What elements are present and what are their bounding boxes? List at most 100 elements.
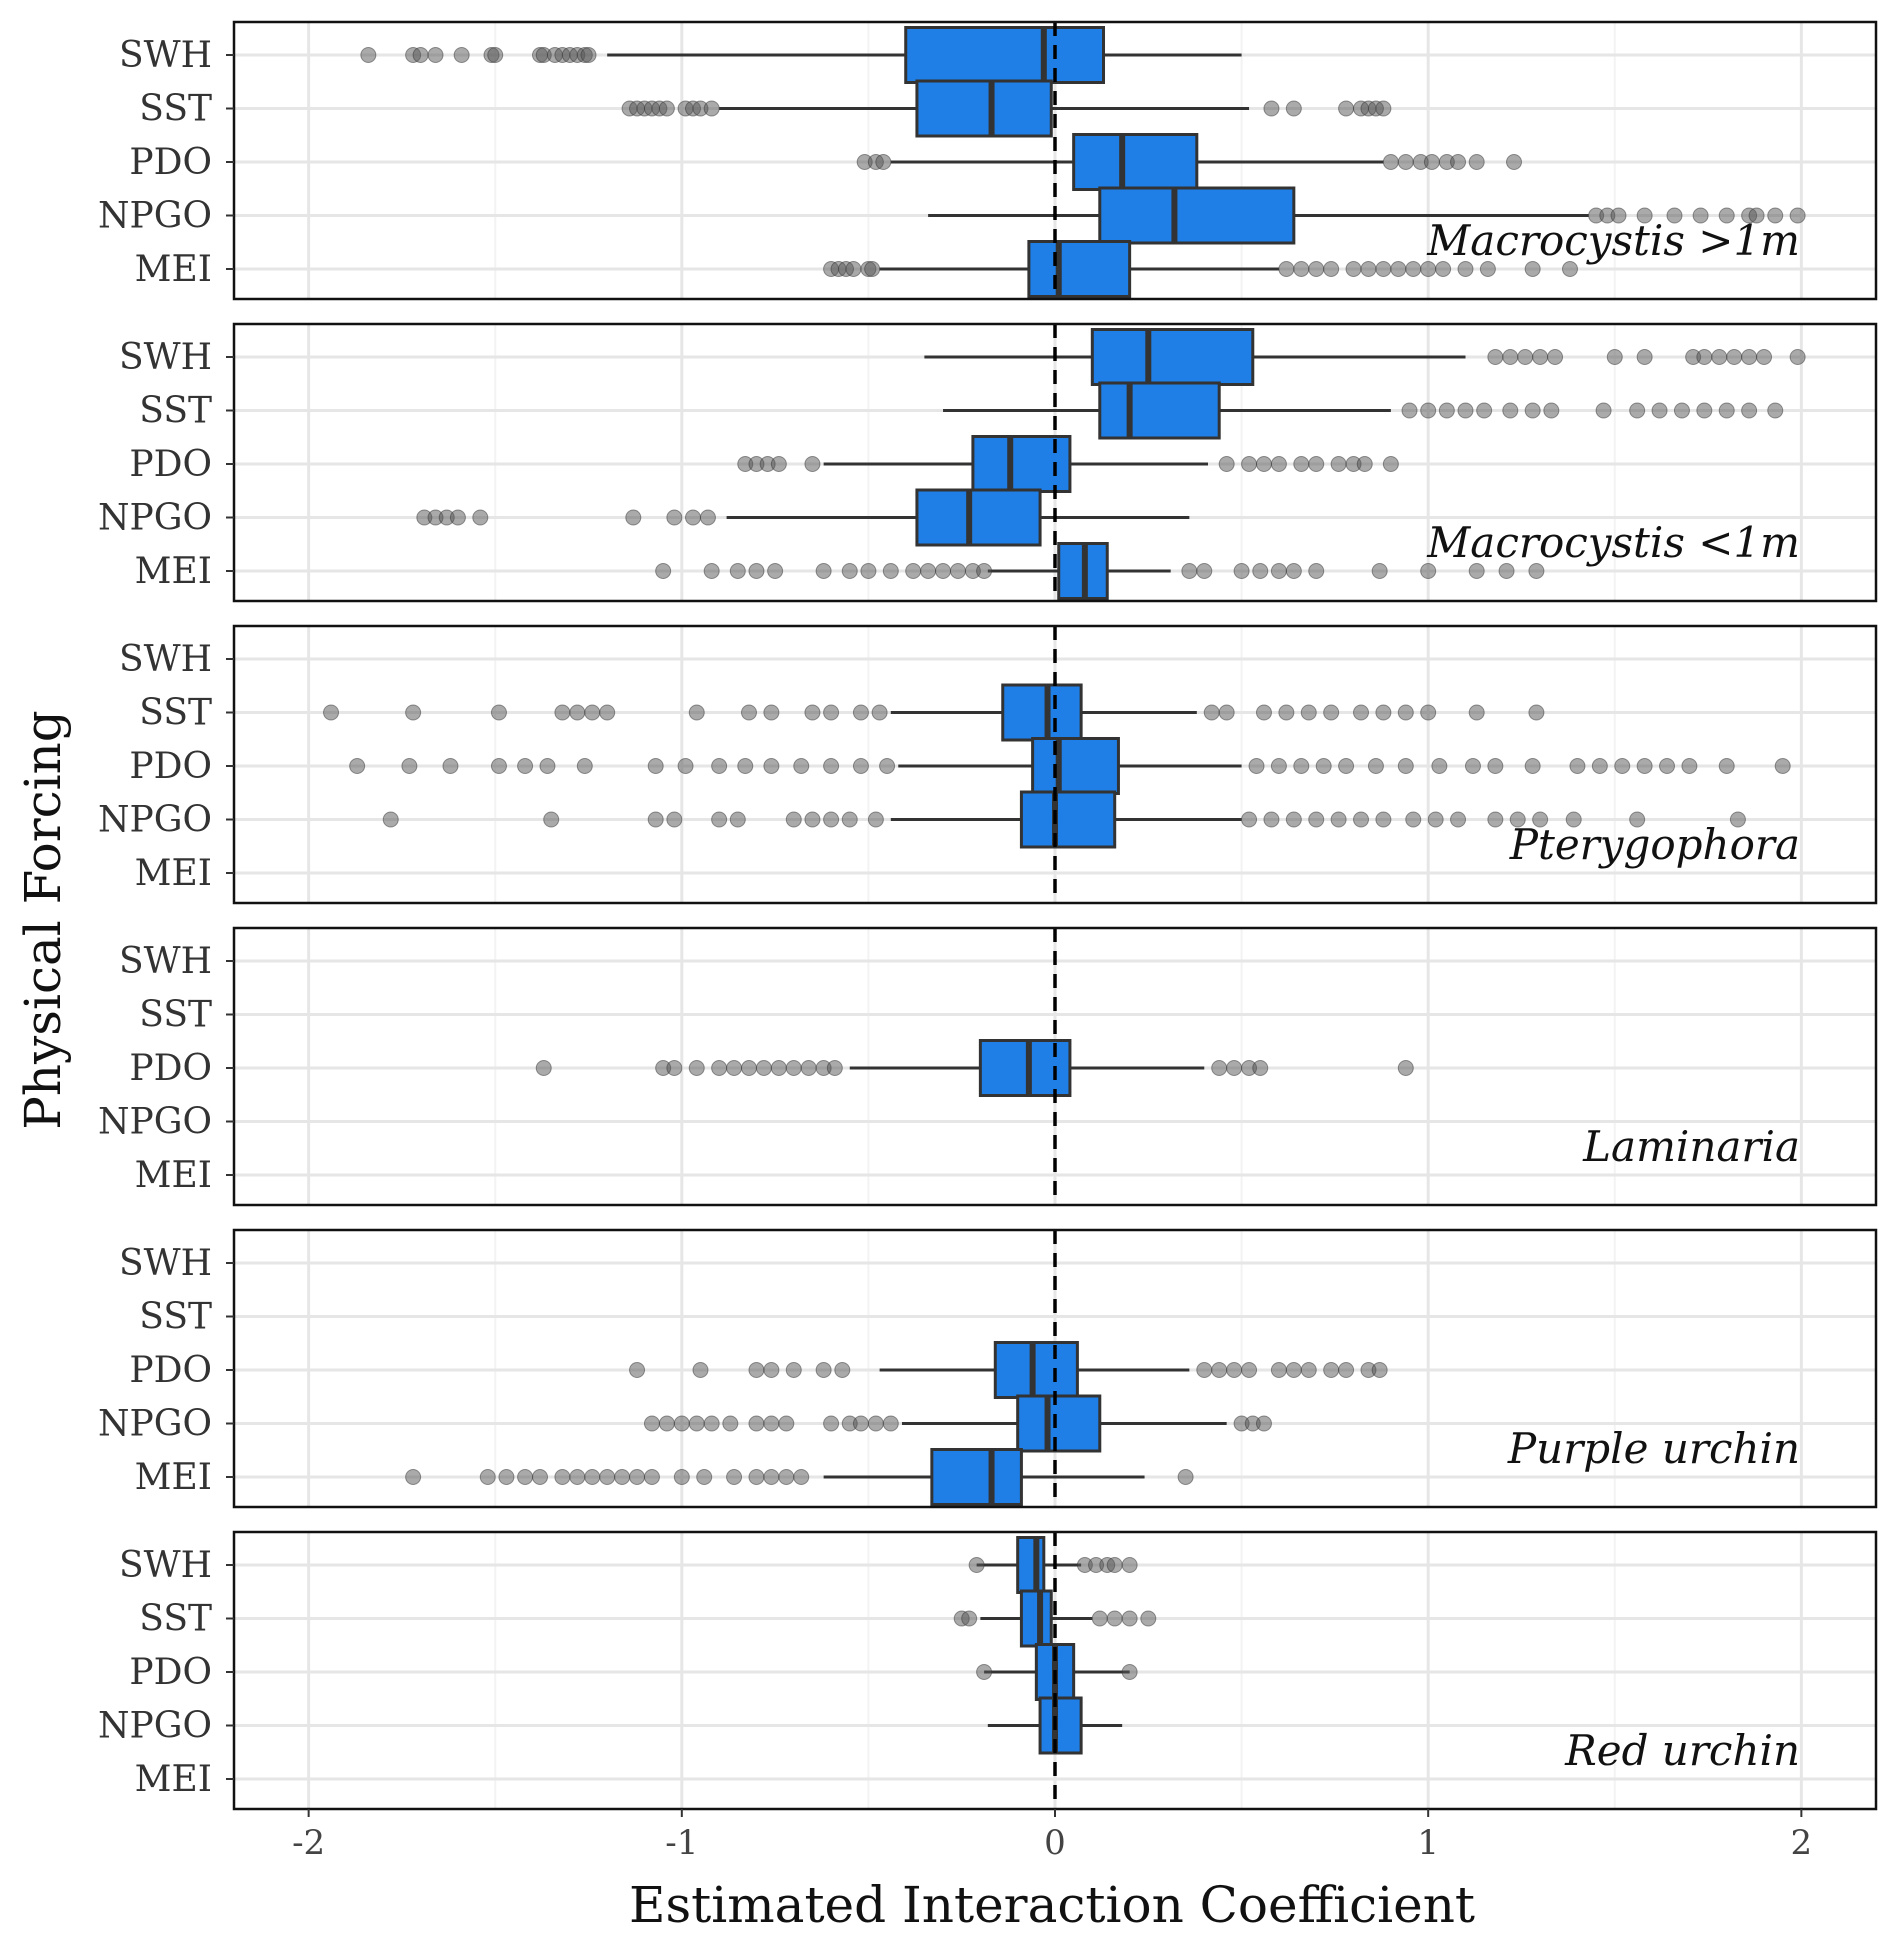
outlier-point — [1565, 811, 1582, 828]
outlier-point — [804, 704, 821, 721]
outlier-point — [1767, 402, 1784, 419]
outlier-point — [1673, 402, 1690, 419]
outlier-point — [584, 1469, 601, 1485]
outlier-point — [1547, 349, 1564, 365]
outlier-point — [1226, 1362, 1243, 1378]
outlier-point — [755, 1060, 772, 1076]
box-mei — [823, 240, 1578, 298]
panel: Laminaria — [232, 926, 1878, 1207]
outlier-point — [1270, 563, 1287, 579]
outlier-point — [1468, 704, 1485, 721]
box-iqr — [1016, 1536, 1046, 1594]
outlier-point — [688, 704, 705, 721]
panel-label: Pterygophora — [1509, 820, 1800, 869]
outlier-point — [1218, 456, 1235, 472]
box-pdo — [535, 1039, 1414, 1097]
outlier-point — [472, 509, 489, 526]
y-tick-label: NPGO — [98, 800, 212, 841]
outlier-point — [1106, 1610, 1123, 1627]
outlier-point — [852, 758, 869, 774]
outlier-point — [412, 47, 429, 63]
outlier-point — [1524, 261, 1541, 277]
outlier-point — [1330, 456, 1347, 472]
outlier-point — [673, 1469, 690, 1485]
outlier-point — [748, 1469, 765, 1485]
outlier-point — [1774, 758, 1791, 774]
outlier-point — [1375, 704, 1392, 721]
outlier-point — [748, 563, 765, 579]
outlier-point — [1532, 811, 1549, 828]
panel-border — [232, 1228, 1878, 1509]
outlier-point — [643, 1469, 660, 1485]
outlier-point — [1457, 261, 1474, 277]
box-iqr — [1001, 683, 1083, 742]
outlier-point — [1338, 1362, 1355, 1378]
outlier-point — [740, 704, 757, 721]
outlier-point — [1498, 563, 1515, 579]
outlier-point — [860, 563, 877, 579]
outlier-point — [1091, 1610, 1108, 1627]
panel-border — [232, 624, 1878, 905]
outlier-point — [1338, 100, 1355, 117]
outlier-point — [479, 1469, 496, 1485]
outlier-point — [1241, 811, 1258, 828]
box-iqr — [1019, 1589, 1053, 1648]
outlier-point — [882, 1415, 899, 1432]
outlier-point — [554, 1469, 571, 1485]
outlier-point — [1756, 349, 1773, 365]
outlier-point — [1595, 402, 1612, 419]
outlier-point — [920, 563, 937, 579]
y-tick-label: MEI — [135, 853, 212, 894]
outlier-point — [584, 704, 601, 721]
box-npgo — [382, 790, 1746, 849]
outlier-point — [554, 704, 571, 721]
outlier-point — [1252, 1060, 1269, 1076]
outlier-point — [1285, 100, 1302, 117]
outlier-point — [763, 704, 780, 721]
outlier-point — [1569, 758, 1586, 774]
outlier-point — [1506, 154, 1523, 170]
outlier-point — [442, 758, 459, 774]
outlier-point — [834, 1362, 851, 1378]
outlier-point — [1397, 154, 1414, 170]
axes-layer: SWH SST PDO NPGO MEI SWH SST PDO NPGO MEI SWH SST PD… — [98, 35, 1812, 1863]
outlier-point — [1479, 261, 1496, 277]
outlier-point — [1203, 704, 1220, 721]
outlier-point — [490, 704, 507, 721]
outlier-point — [349, 758, 366, 774]
outlier-point — [826, 1060, 843, 1076]
outlier-point — [879, 758, 896, 774]
outlier-point — [1293, 456, 1310, 472]
outlier-point — [1367, 758, 1384, 774]
outlier-point — [629, 1469, 646, 1485]
outlier-point — [1345, 261, 1362, 277]
outlier-point — [1767, 207, 1784, 224]
outlier-point — [599, 1469, 616, 1485]
y-tick-label: SST — [139, 1297, 212, 1338]
outlier-point — [599, 704, 616, 721]
outlier-point — [1726, 349, 1743, 365]
y-tick-label: SWH — [119, 1243, 212, 1284]
outlier-point — [823, 811, 840, 828]
outlier-point — [1121, 1557, 1138, 1573]
outlier-point — [726, 1060, 743, 1076]
outlier-point — [841, 811, 858, 828]
outlier-point — [517, 758, 534, 774]
outlier-point — [1308, 261, 1325, 277]
outlier-point — [1263, 811, 1280, 828]
outlier-point — [1375, 100, 1392, 117]
panel: Pterygophora — [232, 624, 1878, 905]
outlier-point — [935, 563, 952, 579]
outlier-point — [1450, 811, 1467, 828]
outlier-point — [1636, 349, 1653, 365]
outlier-point — [673, 1415, 690, 1432]
box-sst — [323, 683, 1545, 742]
outlier-point — [1591, 758, 1608, 774]
y-tick-label: MEI — [135, 1155, 212, 1196]
outlier-point — [1270, 1362, 1287, 1378]
outlier-point — [763, 1362, 780, 1378]
outlier-point — [1532, 349, 1549, 365]
outlier-point — [748, 1415, 765, 1432]
panel: Red urchin — [232, 1530, 1878, 1811]
y-tick-label: SST — [139, 693, 212, 734]
